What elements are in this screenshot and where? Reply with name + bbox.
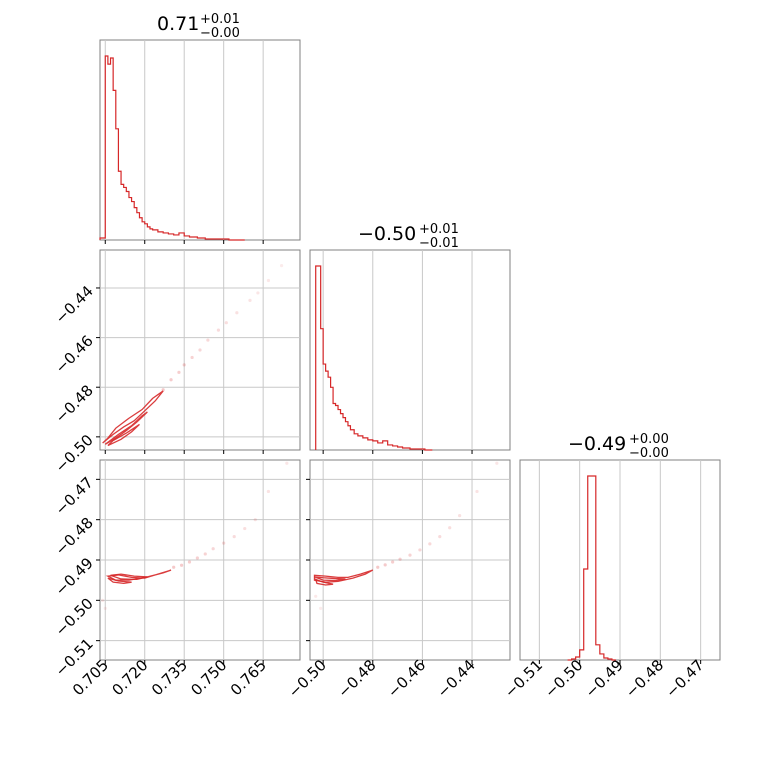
hist-panel-param-1 <box>99 39 301 244</box>
xtick-label-param-1-2: 0.735 <box>148 656 191 699</box>
scatter-12-point-0 <box>161 388 165 392</box>
scatter-12-point-10 <box>248 298 252 302</box>
title-param-2: −0.50 +0.01 −0.01 <box>358 222 459 251</box>
scatter-12-point-1 <box>169 378 173 382</box>
xtick-label-param-2-0: −0.50 <box>285 656 330 701</box>
scatter-23-point-5 <box>418 548 422 552</box>
xtick-label-param-3-4: −0.47 <box>662 656 707 701</box>
scatter-13-contour-1 <box>110 573 148 581</box>
hist-1-frame <box>99 39 301 241</box>
title-param-3: −0.49 +0.00 −0.00 <box>568 432 669 461</box>
ytick-label-param-3-4: −0.47 <box>52 473 97 518</box>
ytick-label-param-2-2: −0.46 <box>52 332 97 377</box>
scatter-23-point-8 <box>448 526 452 530</box>
xtick-label-param-1-3: 0.750 <box>187 656 230 699</box>
scatter-12-point-11 <box>256 291 260 295</box>
scatter-13-contour-2 <box>107 577 132 585</box>
scatter-13-point-9 <box>253 518 257 522</box>
scatter-panel-param-1-vs-3 <box>96 459 301 664</box>
scatter-12-contour-2 <box>107 423 140 447</box>
scatter-23-point-1 <box>383 563 387 567</box>
scatter-panel-param-1-vs-2 <box>96 249 301 454</box>
title-param-2-value: −0.50 <box>358 223 416 245</box>
scatter-23-point-2 <box>391 560 395 564</box>
scatter-13-point-0 <box>172 565 176 569</box>
scatter-23-point-6 <box>428 542 432 546</box>
scatter-23-point-13 <box>319 606 323 610</box>
scatter-13-point-11 <box>285 461 289 465</box>
hist-panel-param-2 <box>309 249 511 454</box>
title-param-3-plus: +0.00 <box>629 432 669 447</box>
scatter-12-contour-0 <box>102 390 164 444</box>
scatter-12-frame <box>99 249 301 451</box>
scatter-13-point-7 <box>232 535 236 539</box>
scatter-13-point-2 <box>187 560 192 564</box>
scatter-23-contour-1 <box>314 576 346 582</box>
xtick-label-param-2-3: −0.44 <box>434 656 479 701</box>
scatter-13-point-12 <box>101 598 105 602</box>
ytick-label-param-3-3: −0.48 <box>52 514 97 559</box>
xtick-label-param-2-2: −0.46 <box>384 656 429 701</box>
scatter-23-point-0 <box>376 565 380 569</box>
title-param-1-plus: +0.01 <box>200 12 240 27</box>
scatter-13-point-10 <box>266 489 271 494</box>
xtick-label-param-3-3: −0.48 <box>622 656 667 701</box>
xtick-label-param-2-1: −0.48 <box>334 656 379 701</box>
xtick-label-param-3-0: −0.51 <box>501 656 546 701</box>
scatter-13-point-13 <box>103 606 107 610</box>
ytick-label-param-3-1: −0.50 <box>52 594 97 639</box>
scatter-13-point-1 <box>179 563 184 567</box>
scatter-12-point-2 <box>177 370 181 374</box>
scatter-23-point-11 <box>495 461 499 465</box>
param-3-histogram <box>567 475 616 661</box>
scatter-12-contour-1 <box>104 411 148 445</box>
scatter-23-point-7 <box>438 535 442 539</box>
scatter-12-point-12 <box>266 278 271 283</box>
title-param-1: 0.71 +0.01 −0.00 <box>157 12 240 41</box>
title-param-2-minus: −0.01 <box>419 236 459 251</box>
ytick-label-param-2-0: −0.50 <box>52 431 97 476</box>
xtick-label-param-1-1: 0.720 <box>108 656 151 699</box>
scatter-12-point-9 <box>235 311 239 315</box>
ytick-label-param-2-3: −0.44 <box>52 282 97 327</box>
title-param-2-plus: +0.01 <box>419 222 459 237</box>
hist-2-frame <box>309 249 511 451</box>
scatter-23-point-10 <box>475 489 479 494</box>
scatter-13-point-5 <box>211 547 215 551</box>
ytick-label-param-2-1: −0.48 <box>52 381 97 426</box>
scatter-23-point-4 <box>408 553 412 557</box>
scatter-23-point-3 <box>398 557 402 561</box>
ytick-label-param-3-2: −0.49 <box>52 554 97 599</box>
param-1-histogram <box>99 55 245 241</box>
scatter-12-point-13 <box>279 264 284 268</box>
scatter-panel-param-2-vs-3 <box>306 459 511 664</box>
xtick-label-param-1-4: 0.765 <box>227 656 270 699</box>
hist-panel-param-3 <box>519 459 721 664</box>
xtick-label-param-3-1: −0.50 <box>541 656 586 701</box>
xtick-label-param-3-2: −0.49 <box>582 656 627 701</box>
scatter-13-point-4 <box>203 552 207 556</box>
scatter-12-point-7 <box>216 328 221 332</box>
scatter-13-point-8 <box>243 526 247 531</box>
title-param-1-value: 0.71 <box>157 13 199 35</box>
scatter-12-point-3 <box>182 363 186 367</box>
scatter-23-contour-2 <box>314 578 334 586</box>
scatter-12-point-4 <box>190 355 194 360</box>
scatter-12-point-6 <box>206 338 210 342</box>
scatter-23-point-9 <box>458 514 462 518</box>
scatter-13-point-6 <box>222 541 226 545</box>
scatter-13-point-3 <box>195 556 199 560</box>
title-param-3-value: −0.49 <box>568 433 626 455</box>
scatter-12-point-8 <box>224 321 228 325</box>
scatter-13-contour-0 <box>105 569 172 581</box>
scatter-12-point-5 <box>198 348 202 352</box>
param-2-histogram <box>315 265 433 451</box>
title-param-3-minus: −0.00 <box>629 446 669 461</box>
scatter-23-point-12 <box>314 594 318 598</box>
title-param-1-minus: −0.00 <box>200 26 240 41</box>
